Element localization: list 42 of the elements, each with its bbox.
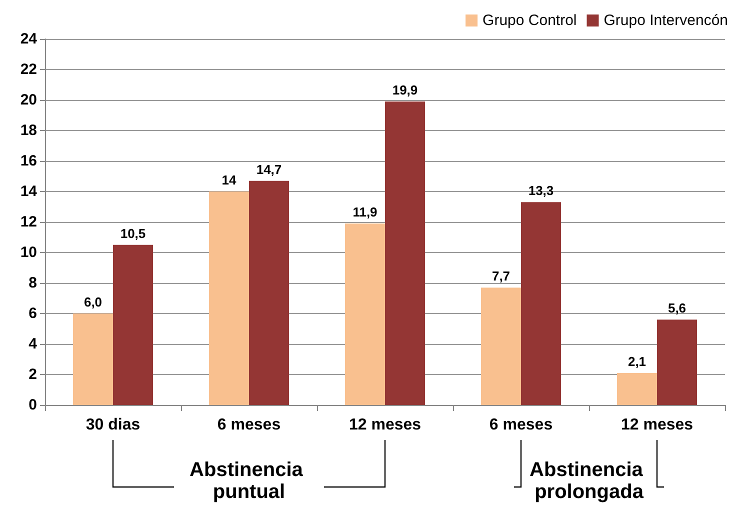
y-tick-label: 0 bbox=[28, 396, 37, 414]
y-tick-label: 24 bbox=[20, 30, 38, 48]
legend-label: Grupo Control bbox=[482, 12, 577, 29]
y-tick-label: 12 bbox=[20, 214, 37, 230]
bar bbox=[657, 320, 697, 405]
data-label: 7,7 bbox=[492, 268, 510, 284]
data-label: 10,5 bbox=[120, 226, 146, 241]
y-tick-label: 20 bbox=[20, 92, 37, 108]
y-tick-label: 16 bbox=[20, 152, 37, 170]
y-tick-label: 6 bbox=[28, 305, 37, 322]
data-label: 13,3 bbox=[528, 183, 554, 198]
y-tick-label: 8 bbox=[28, 274, 37, 292]
x-tick-label: 6 meses bbox=[489, 416, 553, 434]
x-tick-label: 12 meses bbox=[348, 416, 422, 434]
y-tick-label: 14 bbox=[20, 183, 38, 200]
bar bbox=[481, 288, 521, 405]
y-tick-label: 4 bbox=[28, 336, 38, 352]
bar bbox=[209, 192, 249, 405]
bar bbox=[73, 314, 113, 405]
bar bbox=[521, 202, 561, 405]
legend-label: Grupo Intervencón bbox=[604, 12, 728, 29]
bar bbox=[345, 224, 385, 405]
text: Abstinencia prolongada bbox=[530, 459, 648, 503]
data-label: 19,9 bbox=[392, 82, 418, 98]
x-tick-label: 6 meses bbox=[217, 416, 281, 434]
y-tick-label: 2 bbox=[28, 366, 37, 383]
x-tick-label: 30 dias bbox=[86, 416, 140, 434]
data-label: 6,0 bbox=[84, 294, 102, 310]
text: Abstinencia puntual bbox=[190, 459, 308, 503]
y-tick-label: 10 bbox=[20, 244, 37, 261]
data-label: 14 bbox=[222, 172, 237, 188]
data-label: 2,1 bbox=[628, 354, 646, 369]
bar bbox=[385, 102, 425, 405]
bar bbox=[617, 372, 657, 405]
bar bbox=[113, 244, 153, 405]
x-tick-label: 12 meses bbox=[620, 416, 694, 434]
bar bbox=[249, 180, 289, 405]
data-label: 5,6 bbox=[668, 300, 686, 316]
y-tick-label: 18 bbox=[20, 122, 37, 139]
data-label: 11,9 bbox=[352, 204, 378, 220]
y-tick-label: 22 bbox=[20, 61, 37, 78]
data-label: 14,7 bbox=[256, 162, 282, 177]
